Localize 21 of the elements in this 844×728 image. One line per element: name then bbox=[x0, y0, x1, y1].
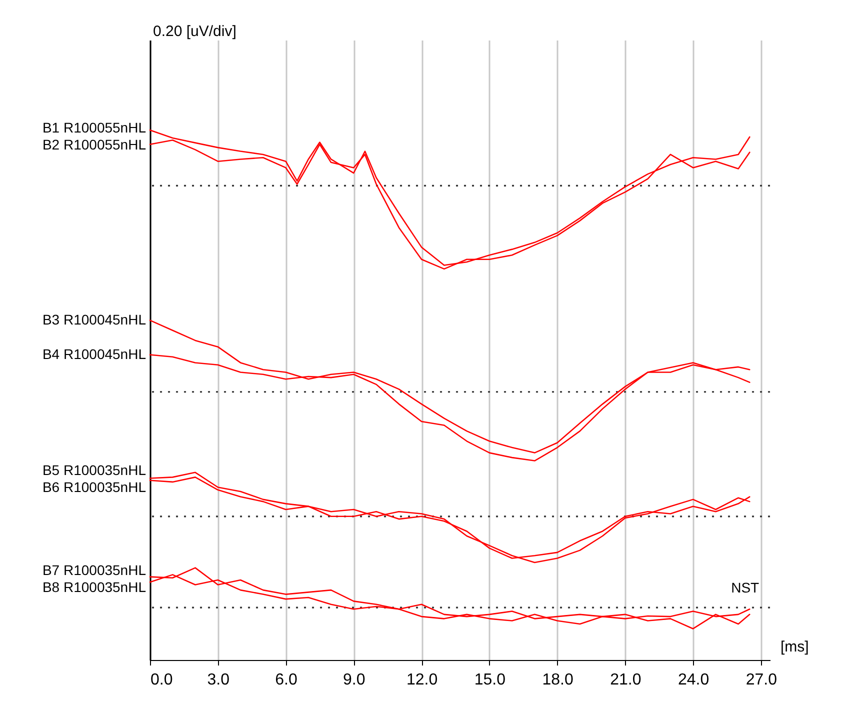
series-label: B2 R100055nHL bbox=[42, 136, 146, 153]
x-tick-label: 0.0 bbox=[150, 672, 173, 688]
x-tick-label: 27.0 bbox=[746, 672, 778, 688]
x-tick-label: 21.0 bbox=[610, 672, 642, 688]
text: 0.20 [uV/div] bbox=[153, 23, 236, 40]
series-label: B8 R100035nHL bbox=[42, 578, 146, 595]
x-tick-label: 9.0 bbox=[343, 672, 366, 688]
series-label: B4 R100045nHL bbox=[42, 346, 146, 362]
x-tick-label: 12.0 bbox=[406, 672, 438, 688]
x-tick-label: 6.0 bbox=[275, 672, 298, 688]
series-label: B7 R100035nHL bbox=[42, 562, 146, 578]
series-label: B1 R100055nHL bbox=[42, 120, 146, 136]
annotation: NST bbox=[731, 580, 760, 596]
x-tick-label: 24.0 bbox=[678, 672, 710, 688]
x-tick-label: 3.0 bbox=[207, 672, 230, 688]
x-axis-title: [ms] bbox=[780, 638, 809, 656]
series-label: B6 R100035nHL bbox=[42, 478, 146, 495]
series-label: B3 R100045nHL bbox=[42, 311, 146, 328]
x-tick-label: 15.0 bbox=[474, 672, 506, 688]
series-label: B5 R100035nHL bbox=[42, 462, 146, 478]
x-tick-label: 18.0 bbox=[542, 672, 574, 688]
